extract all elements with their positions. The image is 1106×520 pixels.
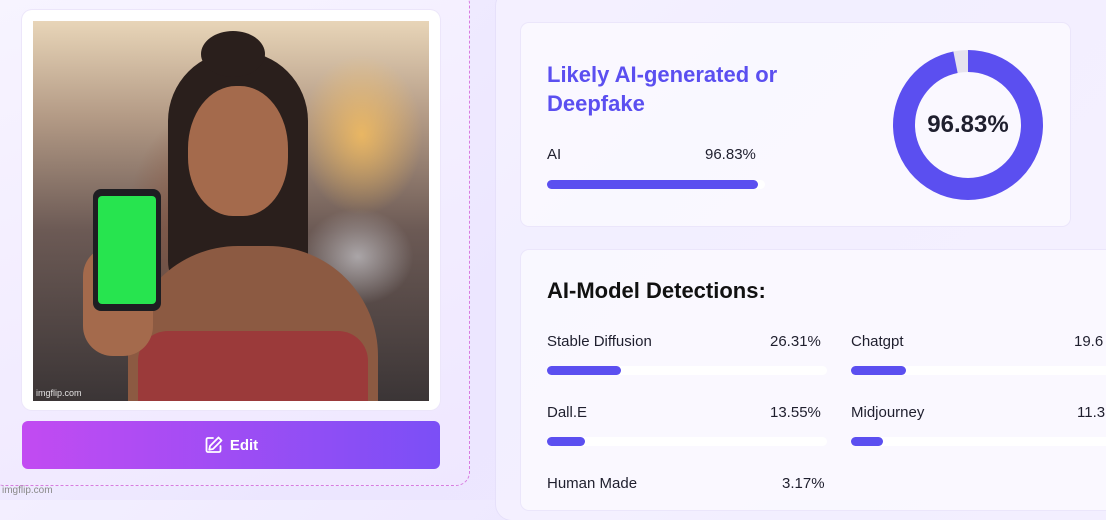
ai-score-donut [893, 50, 1043, 200]
corner-watermark: imgflip.com [2, 485, 53, 496]
image-watermark: imgflip.com [36, 388, 82, 398]
edit-button-label: Edit [229, 436, 259, 454]
edit-button[interactable]: Edit [22, 421, 440, 469]
detection-bar-fill [547, 437, 585, 446]
donut-percentage: 96.83% [927, 111, 1009, 138]
detection-label-stable-diffusion: Stable Diffusion [547, 333, 652, 350]
detection-bar-fill [851, 366, 906, 375]
detection-bar-fill [547, 366, 621, 375]
ai-score-label: AI [547, 146, 562, 163]
detection-value-chatgpt: 19.6 [1074, 333, 1104, 350]
detections-title: AI-Model Detections: [547, 278, 766, 303]
detection-label-dalle: Dall.E [547, 404, 588, 421]
detection-value-stable-diffusion: 26.31% [770, 333, 821, 350]
detections-card [521, 250, 1106, 510]
uploaded-image: imgflip.com [33, 21, 429, 401]
detection-bar-stable-diffusion [547, 366, 827, 375]
ai-score-value: 96.83% [705, 146, 756, 163]
ai-score-bar [547, 180, 765, 189]
verdict-title: Likely AI-generated or Deepfake [547, 62, 778, 116]
detection-value-dalle: 13.55% [770, 404, 821, 421]
edit-icon [204, 435, 224, 455]
detection-bar-dalle [547, 437, 827, 446]
detection-label-chatgpt: Chatgpt [851, 333, 904, 350]
ai-score-bar-fill [547, 180, 759, 189]
detection-bar-fill [851, 437, 883, 446]
detection-label-human-made: Human Made [547, 475, 638, 492]
detection-value-human-made: 3.17% [782, 475, 825, 492]
detection-value-midjourney: 11.3 [1077, 404, 1106, 421]
detection-bar-chatgpt [851, 366, 1106, 375]
detection-bar-midjourney [851, 437, 1106, 446]
donut-arc [893, 50, 1043, 200]
detection-label-midjourney: Midjourney [851, 404, 925, 421]
